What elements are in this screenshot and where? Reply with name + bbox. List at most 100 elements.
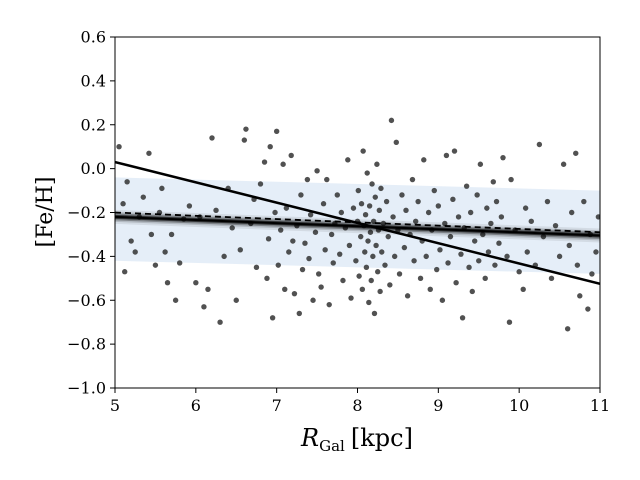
data-point-89 <box>359 286 366 292</box>
data-point-146 <box>442 220 448 227</box>
data-point-49 <box>283 205 290 211</box>
data-point-1 <box>120 201 126 207</box>
data-point-93 <box>362 211 369 218</box>
data-point-53 <box>291 290 298 297</box>
data-point-182 <box>522 205 529 211</box>
data-point-147 <box>443 152 450 159</box>
data-point-64 <box>314 168 320 174</box>
data-point-150 <box>450 196 456 203</box>
data-point-189 <box>548 275 555 282</box>
data-point-63 <box>312 229 319 235</box>
y-tick-label-8: 0.6 <box>81 28 106 47</box>
x-tick-label-4: 9 <box>433 396 443 415</box>
data-point-70 <box>326 301 332 308</box>
data-point-83 <box>353 258 359 264</box>
data-point-72 <box>330 260 336 266</box>
data-point-133 <box>415 198 421 205</box>
data-point-81 <box>348 295 354 301</box>
data-point-101 <box>369 181 375 187</box>
data-point-110 <box>376 207 383 214</box>
data-point-186 <box>536 141 543 148</box>
data-point-172 <box>493 198 500 205</box>
data-point-171 <box>492 262 498 268</box>
data-point-124 <box>396 271 403 277</box>
data-point-191 <box>556 253 563 260</box>
data-point-114 <box>380 220 387 227</box>
data-point-51 <box>288 152 294 159</box>
data-point-37 <box>257 181 264 187</box>
data-point-161 <box>472 238 478 244</box>
y-tick-label-7: 0.4 <box>81 71 106 90</box>
fit-line-median <box>115 215 600 237</box>
data-point-127 <box>403 207 409 214</box>
data-point-95 <box>364 170 370 176</box>
plot-area <box>115 117 600 332</box>
data-point-96 <box>365 238 371 244</box>
data-point-3 <box>124 179 130 185</box>
data-point-30 <box>233 297 239 303</box>
data-point-69 <box>324 176 330 183</box>
data-point-26 <box>217 319 223 325</box>
data-point-68 <box>322 247 328 253</box>
data-point-23 <box>205 286 211 292</box>
data-points-layer <box>116 117 600 332</box>
data-point-116 <box>383 198 390 205</box>
data-point-47 <box>280 161 286 167</box>
data-point-90 <box>360 148 366 154</box>
data-point-157 <box>463 183 470 189</box>
data-point-80 <box>346 242 353 249</box>
data-point-48 <box>282 286 288 292</box>
data-point-61 <box>307 211 314 218</box>
data-point-136 <box>421 157 427 163</box>
data-point-45 <box>275 262 281 268</box>
data-point-107 <box>374 161 380 167</box>
data-point-167 <box>484 205 490 211</box>
data-point-202 <box>589 271 595 277</box>
data-point-82 <box>350 205 357 211</box>
data-point-46 <box>278 227 284 233</box>
x-tick-label-2: 7 <box>272 396 282 415</box>
data-point-99 <box>367 229 374 235</box>
data-point-184 <box>528 218 534 224</box>
x-tick-label-5: 10 <box>509 396 529 415</box>
data-point-166 <box>482 275 488 282</box>
data-point-39 <box>264 275 270 282</box>
data-point-165 <box>480 231 486 238</box>
data-point-22 <box>201 304 207 310</box>
data-point-122 <box>393 139 399 145</box>
x-axis-label-unit: [kpc] <box>351 424 413 452</box>
data-point-188 <box>544 198 551 205</box>
data-point-55 <box>296 310 302 317</box>
data-point-4 <box>128 238 134 244</box>
y-tick-label-4: −0.2 <box>67 203 106 222</box>
data-point-145 <box>439 297 446 303</box>
data-point-75 <box>337 251 343 257</box>
data-point-16 <box>172 297 179 303</box>
data-point-190 <box>552 222 559 229</box>
data-point-94 <box>363 264 370 271</box>
data-point-154 <box>458 251 464 257</box>
data-point-19 <box>186 203 193 209</box>
data-point-79 <box>345 157 351 163</box>
data-point-119 <box>388 117 395 124</box>
data-point-67 <box>320 201 327 207</box>
data-point-58 <box>302 240 308 246</box>
data-point-38 <box>261 159 268 165</box>
data-point-17 <box>176 260 183 266</box>
data-point-121 <box>391 253 398 260</box>
data-point-12 <box>159 185 165 192</box>
data-point-29 <box>229 225 235 231</box>
data-point-57 <box>299 266 306 273</box>
data-point-117 <box>385 233 391 240</box>
data-point-42 <box>269 315 276 321</box>
data-point-203 <box>593 249 599 255</box>
data-point-195 <box>569 209 575 216</box>
data-point-143 <box>435 203 442 209</box>
x-axis-label-sub: Gal <box>319 437 345 455</box>
data-point-76 <box>338 209 345 216</box>
data-point-128 <box>404 293 411 299</box>
x-tick-label-6: 11 <box>590 396 610 415</box>
data-point-86 <box>356 273 362 279</box>
data-point-174 <box>498 214 505 220</box>
